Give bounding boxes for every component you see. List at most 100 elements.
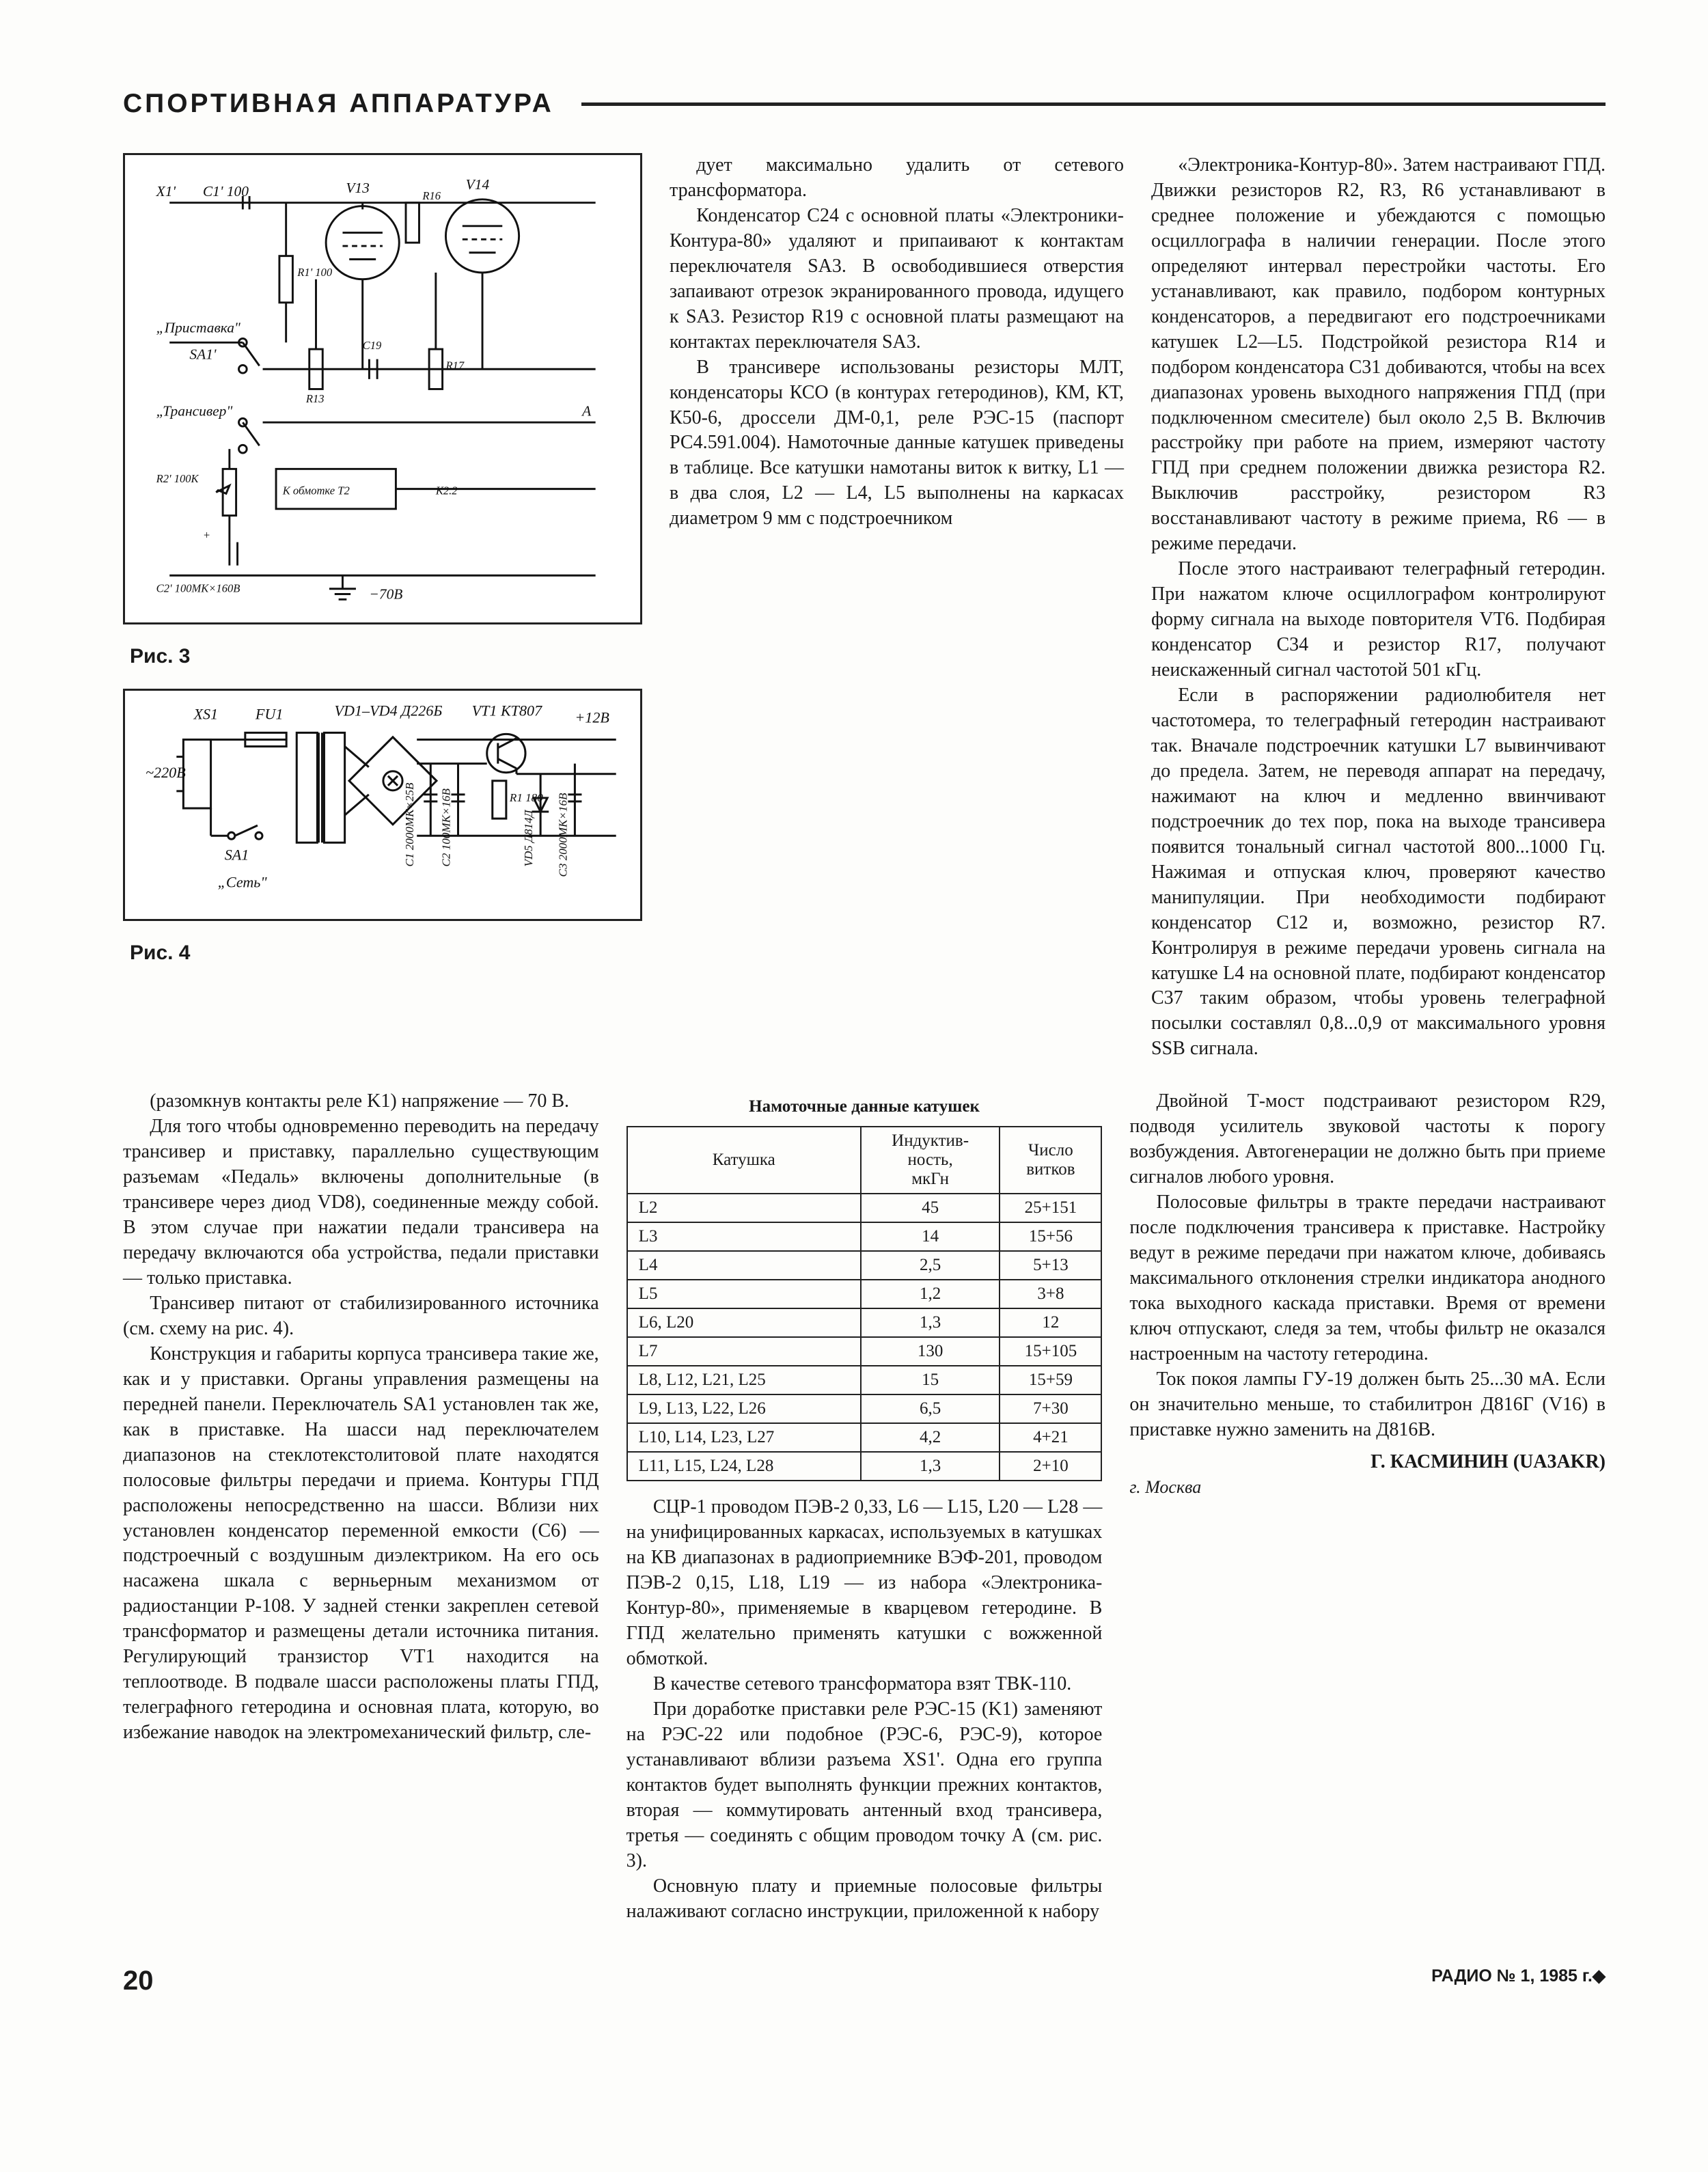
body-paragraph: Конденсатор С24 с основной платы «Электр… bbox=[670, 204, 1124, 355]
svg-text:~220В: ~220В bbox=[146, 764, 186, 781]
svg-text:C2' 100МК×160В: C2' 100МК×160В bbox=[156, 581, 240, 594]
svg-text:SA1: SA1 bbox=[225, 846, 249, 863]
svg-text:XS1: XS1 bbox=[193, 705, 219, 722]
table-cell: 5+13 bbox=[1000, 1251, 1101, 1280]
body-paragraph: (разомкнув контакты реле K1) напряжение … bbox=[123, 1089, 599, 1114]
svg-text:„Приставка": „Приставка" bbox=[156, 319, 241, 335]
fig4-label: Рис. 4 bbox=[130, 941, 642, 965]
table-cell: L8, L12, L21, L25 bbox=[627, 1366, 861, 1394]
table-cell: 4,2 bbox=[861, 1423, 1000, 1452]
svg-text:К обмотке Т2: К обмотке Т2 bbox=[282, 484, 350, 497]
body-paragraph: СЦР-1 проводом ПЭВ-2 0,33, L6 — L15, L20… bbox=[626, 1495, 1103, 1672]
body-paragraph: Полосовые фильтры в тракте передачи наст… bbox=[1129, 1190, 1606, 1367]
coil-data-table: КатушкаИндуктив- ность, мкГнЧисло витков… bbox=[626, 1126, 1103, 1481]
svg-text:X1': X1' bbox=[156, 182, 176, 199]
svg-text:A: A bbox=[581, 402, 592, 419]
table-cell: 1,3 bbox=[861, 1452, 1000, 1481]
table-cell: 15+56 bbox=[1000, 1222, 1101, 1251]
table-row: L9, L13, L22, L266,57+30 bbox=[627, 1394, 1102, 1423]
body-paragraph: Основную плату и приемные полосовые филь… bbox=[626, 1874, 1103, 1925]
table-row: L11, L15, L24, L281,32+10 bbox=[627, 1452, 1102, 1481]
svg-text:R1' 100: R1' 100 bbox=[297, 265, 333, 278]
table-cell: 45 bbox=[861, 1194, 1000, 1222]
table-cell: 12 bbox=[1000, 1308, 1101, 1337]
table-row: L6, L201,312 bbox=[627, 1308, 1102, 1337]
section-header: СПОРТИВНАЯ АППАРАТУРА bbox=[123, 89, 1606, 119]
table-cell: L2 bbox=[627, 1194, 861, 1222]
header-rule bbox=[581, 102, 1606, 106]
table-cell: 6,5 bbox=[861, 1394, 1000, 1423]
table-cell: 7+30 bbox=[1000, 1394, 1101, 1423]
svg-text:R2' 100K: R2' 100K bbox=[156, 471, 199, 484]
body-paragraph: В качестве сетевого трансформатора взят … bbox=[626, 1672, 1103, 1697]
schematic-fig3-svg: .w{stroke:#111;stroke-width:3;fill:none}… bbox=[135, 169, 630, 609]
table-cell: L3 bbox=[627, 1222, 861, 1251]
svg-text:R16: R16 bbox=[422, 189, 441, 202]
table-row: L8, L12, L21, L251515+59 bbox=[627, 1366, 1102, 1394]
table-cell: 15+59 bbox=[1000, 1366, 1101, 1394]
table-cell: 3+8 bbox=[1000, 1280, 1101, 1308]
svg-text:FU1: FU1 bbox=[255, 705, 284, 722]
table-cell: 1,2 bbox=[861, 1280, 1000, 1308]
section-title: СПОРТИВНАЯ АППАРАТУРА bbox=[123, 89, 554, 119]
schematic-fig3: .w{stroke:#111;stroke-width:3;fill:none}… bbox=[123, 153, 642, 624]
schematic-fig4: .w{stroke:#111;stroke-width:3;fill:none}… bbox=[123, 689, 642, 921]
page-number: 20 bbox=[123, 1966, 154, 1996]
table-cell: L10, L14, L23, L27 bbox=[627, 1423, 861, 1452]
svg-text:VD1–VD4 Д226Б: VD1–VD4 Д226Б bbox=[335, 702, 443, 719]
svg-text:SA1': SA1' bbox=[189, 346, 217, 362]
table-title: Намоточные данные катушек bbox=[626, 1097, 1103, 1116]
svg-text:C2 100МК×16В: C2 100МК×16В bbox=[440, 788, 453, 866]
table-cell: 25+151 bbox=[1000, 1194, 1101, 1222]
column-3-bottom: Двойной Т-мост подстраивают резистором R… bbox=[1129, 1089, 1606, 1924]
svg-text:+12В: +12В bbox=[575, 709, 609, 726]
svg-text:K2.2: K2.2 bbox=[435, 484, 458, 497]
svg-text:V14: V14 bbox=[466, 176, 490, 193]
body-paragraph: Для того чтобы одновременно переводить н… bbox=[123, 1114, 599, 1291]
body-paragraph: При доработке приставки реле РЭС-15 (K1)… bbox=[626, 1697, 1103, 1874]
table-cell: 15+105 bbox=[1000, 1337, 1101, 1366]
table-cell: 14 bbox=[861, 1222, 1000, 1251]
column-1: (разомкнув контакты реле K1) напряжение … bbox=[123, 1089, 599, 1924]
fig3-label: Рис. 3 bbox=[130, 645, 642, 668]
svg-text:VT1 КТ807: VT1 КТ807 bbox=[472, 702, 542, 719]
author-byline: Г. КАСМИНИН (UA3AKR) bbox=[1129, 1451, 1606, 1473]
column-3-top: «Электроника-Контур-80». Затем настраива… bbox=[1151, 153, 1606, 1062]
column-2-top: дует максимально удалить от сетевого тра… bbox=[670, 153, 1124, 1062]
table-row: L51,23+8 bbox=[627, 1280, 1102, 1308]
body-paragraph: Ток покоя лампы ГУ-19 должен быть 25...3… bbox=[1129, 1367, 1606, 1443]
table-cell: L7 bbox=[627, 1337, 861, 1366]
table-cell: 1,3 bbox=[861, 1308, 1000, 1337]
table-header-cell: Катушка bbox=[627, 1127, 861, 1194]
table-cell: L6, L20 bbox=[627, 1308, 861, 1337]
table-row: L713015+105 bbox=[627, 1337, 1102, 1366]
table-cell: L11, L15, L24, L28 bbox=[627, 1452, 861, 1481]
table-cell: L9, L13, L22, L26 bbox=[627, 1394, 861, 1423]
table-cell: L4 bbox=[627, 1251, 861, 1280]
column-2-bottom: Намоточные данные катушек КатушкаИндукти… bbox=[626, 1089, 1103, 1924]
body-paragraph: Трансивер питают от стабилизированного и… bbox=[123, 1291, 599, 1342]
body-paragraph: Конструкция и габариты корпуса трансивер… bbox=[123, 1342, 599, 1746]
body-paragraph: В трансивере использованы резисторы МЛТ,… bbox=[670, 355, 1124, 532]
svg-text:„Трансивер": „Трансивер" bbox=[156, 402, 234, 419]
table-row: L24525+151 bbox=[627, 1194, 1102, 1222]
svg-text:„Сеть": „Сеть" bbox=[218, 874, 268, 891]
svg-text:−70B: −70B bbox=[370, 586, 403, 602]
table-cell: 15 bbox=[861, 1366, 1000, 1394]
table-row: L31415+56 bbox=[627, 1222, 1102, 1251]
table-cell: 2,5 bbox=[861, 1251, 1000, 1280]
table-header-cell: Индуктив- ность, мкГн bbox=[861, 1127, 1000, 1194]
body-paragraph: После этого настраивают телеграфный гете… bbox=[1151, 557, 1606, 683]
table-cell: 130 bbox=[861, 1337, 1000, 1366]
body-paragraph: Если в распоряжении радиолюбителя нет ча… bbox=[1151, 683, 1606, 1062]
svg-text:C19: C19 bbox=[363, 339, 382, 352]
svg-text:R13: R13 bbox=[305, 391, 325, 404]
table-header-cell: Число витков bbox=[1000, 1127, 1101, 1194]
body-paragraph: дует максимально удалить от сетевого тра… bbox=[670, 153, 1124, 204]
svg-text:+: + bbox=[203, 528, 210, 541]
svg-text:V13: V13 bbox=[346, 180, 370, 196]
table-row: L42,55+13 bbox=[627, 1251, 1102, 1280]
schematic-fig4-svg: .w{stroke:#111;stroke-width:3;fill:none}… bbox=[135, 698, 630, 912]
body-paragraph: Двойной Т-мост подстраивают резистором R… bbox=[1129, 1089, 1606, 1190]
svg-text:C1 2000МК×25В: C1 2000МК×25В bbox=[403, 782, 416, 867]
